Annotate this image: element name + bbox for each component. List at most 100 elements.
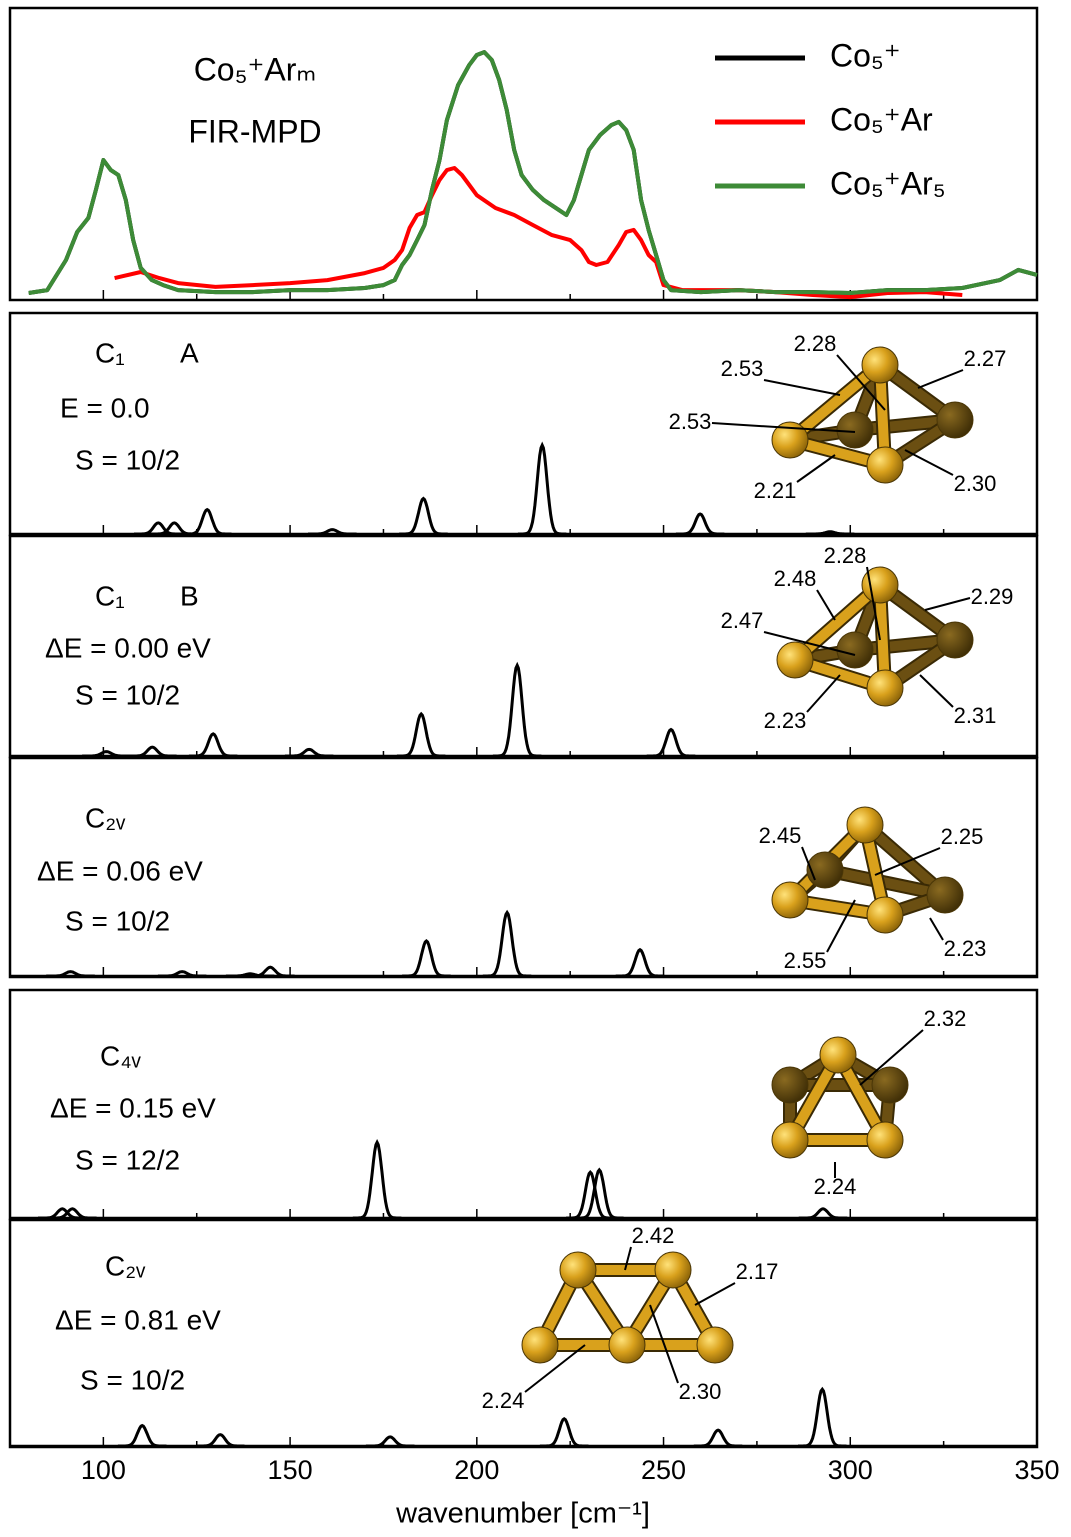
peak: [396, 711, 446, 758]
leader-line: [763, 379, 841, 396]
isomer-label: B: [180, 580, 199, 611]
energy-label: ΔE = 0.15 eV: [50, 1092, 216, 1123]
atom: [776, 641, 814, 679]
atom: [771, 1121, 809, 1159]
bond-length-label: 2.28: [824, 543, 867, 568]
leader-line: [806, 674, 841, 713]
leader-line: [763, 631, 856, 656]
peak: [308, 528, 357, 536]
peak: [798, 1386, 847, 1448]
leader-line: [904, 449, 954, 476]
atom: [836, 411, 874, 449]
energy-label: ΔE = 0.81 eV: [55, 1304, 221, 1335]
bond-length-label: 2.21: [754, 478, 797, 503]
atom: [771, 1066, 809, 1104]
energy-label: ΔE = 0.00 eV: [45, 632, 211, 663]
legend-label: Co₅⁺: [830, 37, 901, 73]
bond-length-label: 2.25: [941, 824, 984, 849]
bond-length-label: 2.24: [482, 1388, 525, 1413]
atom: [866, 446, 904, 484]
atom: [866, 896, 904, 934]
atom: [654, 1251, 692, 1289]
atom: [836, 631, 874, 669]
bond-length-label: 2.55: [784, 948, 827, 973]
leader-line: [826, 899, 856, 953]
spin-label: S = 10/2: [65, 905, 170, 936]
atom: [559, 1251, 597, 1289]
bond-length-label: 2.53: [721, 356, 764, 381]
symmetry-label: C₂ᵥ: [85, 802, 126, 833]
peak: [46, 970, 95, 978]
peak: [539, 1416, 589, 1448]
peak: [134, 521, 183, 536]
atom: [936, 621, 974, 659]
bond-length-label: 2.45: [759, 823, 802, 848]
legend-label: Co₅⁺Ar₅: [830, 165, 946, 201]
spin-label: S = 12/2: [75, 1144, 180, 1175]
bond: [785, 360, 885, 445]
symmetry-label: C₄ᵥ: [100, 1040, 142, 1071]
atom: [846, 806, 884, 844]
x-tick-label: 350: [1014, 1455, 1059, 1485]
spin-label: S = 10/2: [75, 444, 180, 475]
bond-length-label: 2.30: [679, 1379, 722, 1404]
leader-line: [524, 1344, 586, 1393]
peak: [196, 1433, 245, 1448]
peak: [798, 1207, 848, 1220]
atom: [936, 401, 974, 439]
peak: [482, 909, 532, 978]
energy-label: ΔE = 0.06 eV: [37, 855, 203, 886]
panel-title: Co₅⁺Arₘ: [194, 51, 317, 87]
panel-frame: [8, 6, 1039, 302]
peak: [517, 441, 567, 536]
x-axis-label: wavenumber [cm⁻¹]: [395, 1498, 650, 1530]
x-tick-label: 300: [828, 1455, 873, 1485]
symmetry-label: C₂ᵥ: [105, 1250, 146, 1281]
leader-line: [796, 454, 836, 483]
peak: [646, 727, 696, 758]
leader-line: [694, 1282, 736, 1306]
atom: [866, 1121, 904, 1159]
peak: [284, 747, 334, 758]
bond-length-label: 2.32: [924, 1006, 967, 1031]
bond-length-label: 2.31: [954, 703, 997, 728]
leader-line: [836, 354, 886, 411]
atom: [771, 421, 809, 459]
bond-length-label: 2.27: [964, 346, 1007, 371]
peak: [188, 732, 238, 758]
peak: [182, 507, 232, 536]
bond-length-label: 2.47: [721, 608, 764, 633]
peak: [693, 1428, 743, 1448]
leader-line: [866, 566, 881, 641]
leader-line: [816, 589, 836, 621]
bond-length-label: 2.42: [632, 1223, 675, 1248]
bond-length-label: 2.48: [774, 566, 817, 591]
leader-line: [929, 917, 944, 941]
spectrum-line: [28, 50, 1038, 295]
peak: [128, 745, 177, 758]
peak: [48, 1207, 97, 1220]
bond-length-label: 2.29: [971, 584, 1014, 609]
bond: [790, 580, 885, 665]
leader-line: [874, 847, 941, 876]
atom: [871, 1066, 909, 1104]
x-tick-label: 250: [641, 1455, 686, 1485]
peak: [117, 1423, 167, 1448]
peak: [82, 750, 131, 758]
peak: [38, 1207, 87, 1220]
peak: [352, 1139, 402, 1220]
peak: [566, 1169, 615, 1220]
energy-label: E = 0.0: [60, 392, 150, 423]
peak: [157, 970, 207, 978]
legend-label: Co₅⁺Ar: [830, 101, 933, 137]
atom: [771, 881, 809, 919]
leader-line: [624, 1246, 632, 1271]
leader-line: [711, 422, 856, 433]
leader-line: [649, 1304, 679, 1384]
atom: [608, 1326, 646, 1364]
peak: [805, 530, 855, 536]
x-tick-label: 100: [81, 1455, 126, 1485]
bond-length-label: 2.24: [814, 1174, 857, 1199]
